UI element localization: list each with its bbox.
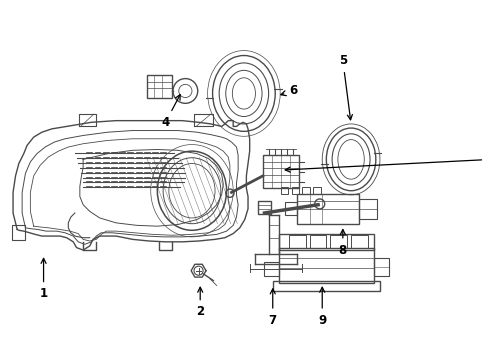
Bar xyxy=(257,201,270,214)
Bar xyxy=(281,188,288,194)
Bar xyxy=(272,282,379,291)
Bar xyxy=(373,258,388,276)
Text: 4: 4 xyxy=(161,95,180,129)
Bar xyxy=(330,235,346,248)
Bar xyxy=(263,262,278,276)
Bar xyxy=(309,235,325,248)
Bar xyxy=(350,235,367,248)
Text: 9: 9 xyxy=(318,287,325,327)
Bar xyxy=(302,188,309,194)
Text: 3: 3 xyxy=(285,153,488,172)
Text: 2: 2 xyxy=(196,287,204,318)
Bar xyxy=(147,75,172,98)
Text: 7: 7 xyxy=(268,289,276,327)
Text: 5: 5 xyxy=(338,54,352,120)
Bar xyxy=(263,155,299,188)
Bar xyxy=(291,188,299,194)
Bar xyxy=(312,188,320,194)
Bar xyxy=(289,235,305,248)
Bar xyxy=(12,225,25,240)
Text: 1: 1 xyxy=(40,258,47,300)
Text: 8: 8 xyxy=(338,230,346,257)
Text: 6: 6 xyxy=(280,85,297,98)
Bar xyxy=(359,199,377,219)
Bar xyxy=(278,248,373,283)
Bar xyxy=(285,202,297,215)
Bar xyxy=(278,234,373,250)
Bar xyxy=(297,194,359,224)
